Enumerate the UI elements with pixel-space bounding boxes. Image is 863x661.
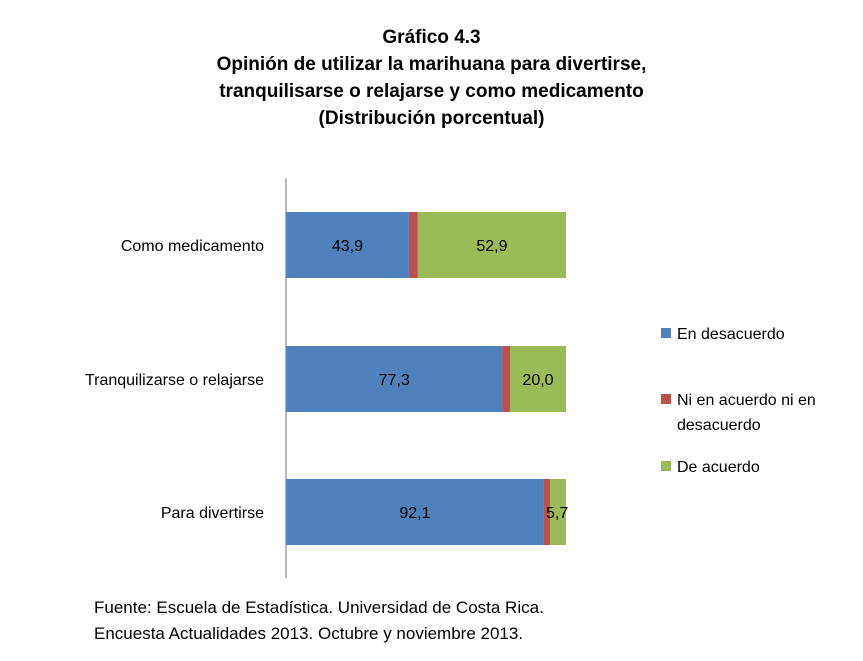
- bars-group: [286, 212, 566, 545]
- legend-label: De acuerdo: [677, 459, 760, 476]
- data-label: 43,9: [332, 238, 363, 255]
- legend-label: desacuerdo: [677, 417, 761, 434]
- data-label: 77,3: [379, 372, 410, 389]
- legend-swatch: [661, 394, 671, 404]
- bar-segment: [286, 346, 503, 412]
- legend-label: En desacuerdo: [677, 326, 785, 343]
- chart-subtitle-line-3: (Distribución porcentual): [318, 108, 545, 129]
- bar-segment: [543, 479, 551, 545]
- category-label: Para divertirse: [161, 505, 264, 522]
- bar-segment: [510, 346, 566, 412]
- labels-group: Como medicamento 43,9 52,9 Tranquilizarse o…: [85, 238, 568, 522]
- legend-swatch: [661, 461, 671, 471]
- source-line-1: Fuente: Escuela de Estadística. Universi…: [94, 598, 544, 617]
- legend-swatch: [661, 328, 671, 338]
- chart-subtitle-line-1: Opinión de utilizar la marihuana para di…: [216, 54, 647, 75]
- chart-title-block: Gráfico 4.3 Opinión de utilizar la marih…: [0, 24, 863, 132]
- chart-title: Gráfico 4.3: [382, 27, 481, 48]
- data-label: 5,7: [546, 505, 568, 522]
- data-label: 52,9: [476, 238, 507, 255]
- bar-segment: [286, 212, 409, 278]
- bar-segment: [550, 479, 566, 545]
- legend: En desacuerdo Ni en acuerdo ni en desacuer…: [661, 326, 816, 476]
- data-label: 20,0: [522, 372, 553, 389]
- bar-segment: [502, 346, 510, 412]
- source-note: Fuente: Escuela de Estadística. Universi…: [94, 595, 544, 647]
- category-label: Como medicamento: [121, 238, 264, 255]
- legend-label: Ni en acuerdo ni en: [677, 392, 816, 409]
- source-line-2: Encuesta Actualidades 2013. Octubre y no…: [94, 624, 524, 643]
- bar-segment: [408, 212, 418, 278]
- data-label: 92,1: [399, 505, 430, 522]
- bar-segment: [286, 479, 544, 545]
- chart-subtitle-line-2: tranquilisarse o relajarse y como medica…: [219, 81, 644, 102]
- bar-segment: [417, 212, 566, 278]
- category-label: Tranquilizarse o relajarse: [85, 372, 264, 389]
